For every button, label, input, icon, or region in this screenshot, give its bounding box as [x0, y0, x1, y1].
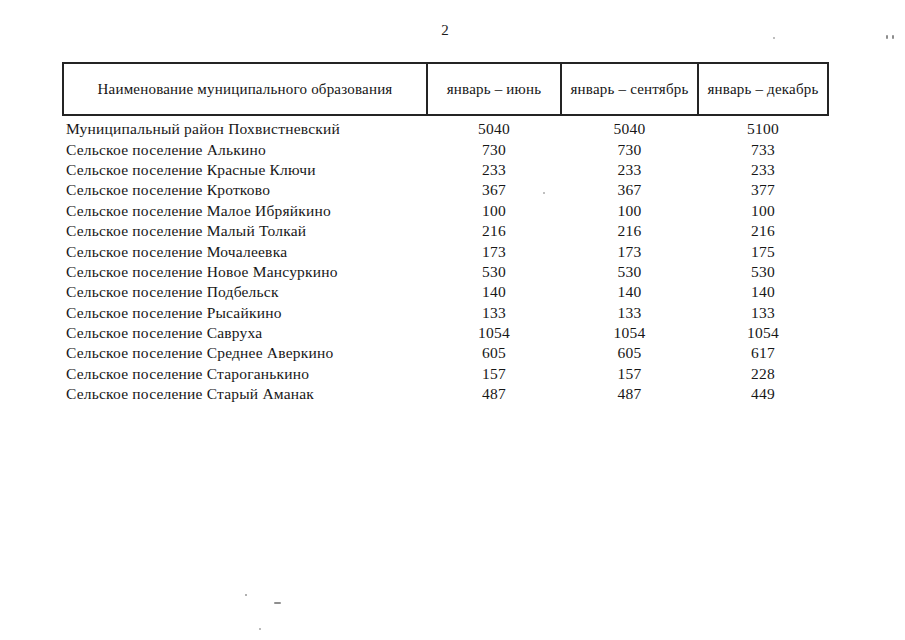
period-value: 733: [698, 139, 828, 159]
period-value: 173: [427, 241, 561, 261]
municipality-name: Муниципальный район Похвистневский: [63, 115, 427, 139]
scan-speck: [543, 192, 545, 194]
municipality-name: Сельское поселение Красные Ключи: [63, 160, 427, 180]
period-value: 140: [698, 282, 828, 302]
period-value: 175: [698, 241, 828, 261]
table-header-row: Наименование муниципального образования …: [63, 63, 828, 115]
period-value: 100: [561, 201, 698, 221]
period-value: 487: [427, 384, 561, 404]
period-value: 730: [561, 139, 698, 159]
scan-speck: [773, 37, 775, 39]
municipality-name: Сельское поселение Мочалеевка: [63, 241, 427, 261]
municipality-name: Сельское поселение Савруха: [63, 323, 427, 343]
period-value: 216: [698, 221, 828, 241]
column-header-january-december: январь – декабрь: [698, 63, 828, 115]
column-header-january-september: январь – сентябрь: [561, 63, 698, 115]
period-value: 1054: [427, 323, 561, 343]
period-value: 1054: [561, 323, 698, 343]
table-row: Сельское поселение Малый Толкай216216216: [63, 221, 828, 241]
period-value: 133: [698, 303, 828, 323]
scan-speck: [886, 35, 888, 39]
period-value: 487: [561, 384, 698, 404]
period-value: 617: [698, 343, 828, 363]
municipality-name: Сельское поселение Новое Мансуркино: [63, 262, 427, 282]
period-value: 233: [698, 160, 828, 180]
table-row: Сельское поселение Староганькино15715722…: [63, 364, 828, 384]
table-row: Сельское поселение Малое Ибряйкино100100…: [63, 201, 828, 221]
scan-speck: [245, 594, 247, 596]
municipality-name: Сельское поселение Старый Аманак: [63, 384, 427, 404]
period-value: 5040: [561, 115, 698, 139]
table-row: Сельское поселение Рысайкино133133133: [63, 303, 828, 323]
period-value: 1054: [698, 323, 828, 343]
period-value: 730: [427, 139, 561, 159]
table-row: Сельское поселение Старый Аманак48748744…: [63, 384, 828, 404]
period-value: 530: [698, 262, 828, 282]
period-value: 367: [561, 180, 698, 200]
scan-speck: [259, 628, 261, 630]
municipality-name: Сельское поселение Малое Ибряйкино: [63, 201, 427, 221]
table-row: Сельское поселение Кротково367367377: [63, 180, 828, 200]
scan-speck: [274, 602, 281, 604]
period-value: 216: [561, 221, 698, 241]
municipality-name: Сельское поселение Подбельск: [63, 282, 427, 302]
period-value: 377: [698, 180, 828, 200]
period-value: 367: [427, 180, 561, 200]
table-row: Сельское поселение Красные Ключи23323323…: [63, 160, 828, 180]
municipality-name: Сельское поселение Малый Толкай: [63, 221, 427, 241]
table-row: Сельское поселение Подбельск140140140: [63, 282, 828, 302]
column-header-january-june: январь – июнь: [427, 63, 561, 115]
period-value: 157: [561, 364, 698, 384]
period-value: 140: [561, 282, 698, 302]
period-value: 5100: [698, 115, 828, 139]
scanned-document-page: { "page": { "number": "2" }, "table": { …: [0, 0, 905, 640]
table-row: Сельское поселение Алькино730730733: [63, 139, 828, 159]
period-value: 233: [561, 160, 698, 180]
period-value: 140: [427, 282, 561, 302]
table-body: Муниципальный район Похвистневский504050…: [63, 115, 828, 404]
period-value: 100: [698, 201, 828, 221]
period-value: 449: [698, 384, 828, 404]
period-value: 216: [427, 221, 561, 241]
municipality-name: Сельское поселение Рысайкино: [63, 303, 427, 323]
page-number: 2: [345, 22, 545, 39]
municipality-name: Сельское поселение Кротково: [63, 180, 427, 200]
period-value: 228: [698, 364, 828, 384]
municipality-name: Сельское поселение Алькино: [63, 139, 427, 159]
column-header-municipality-name: Наименование муниципального образования: [63, 63, 427, 115]
scan-speck: [892, 35, 894, 39]
period-value: 530: [427, 262, 561, 282]
municipality-name: Сельское поселение Староганькино: [63, 364, 427, 384]
period-value: 173: [561, 241, 698, 261]
table-row: Сельское поселение Среднее Аверкино60560…: [63, 343, 828, 363]
period-value: 133: [561, 303, 698, 323]
municipality-name: Сельское поселение Среднее Аверкино: [63, 343, 427, 363]
period-value: 133: [427, 303, 561, 323]
table-row: Сельское поселение Новое Мансуркино53053…: [63, 262, 828, 282]
period-value: 5040: [427, 115, 561, 139]
table-row: Муниципальный район Похвистневский504050…: [63, 115, 828, 139]
period-value: 100: [427, 201, 561, 221]
municipality-table: Наименование муниципального образования …: [62, 62, 829, 404]
period-value: 605: [427, 343, 561, 363]
table-row: Сельское поселение Савруха105410541054: [63, 323, 828, 343]
period-value: 157: [427, 364, 561, 384]
table-row: Сельское поселение Мочалеевка173173175: [63, 241, 828, 261]
period-value: 605: [561, 343, 698, 363]
period-value: 530: [561, 262, 698, 282]
period-value: 233: [427, 160, 561, 180]
